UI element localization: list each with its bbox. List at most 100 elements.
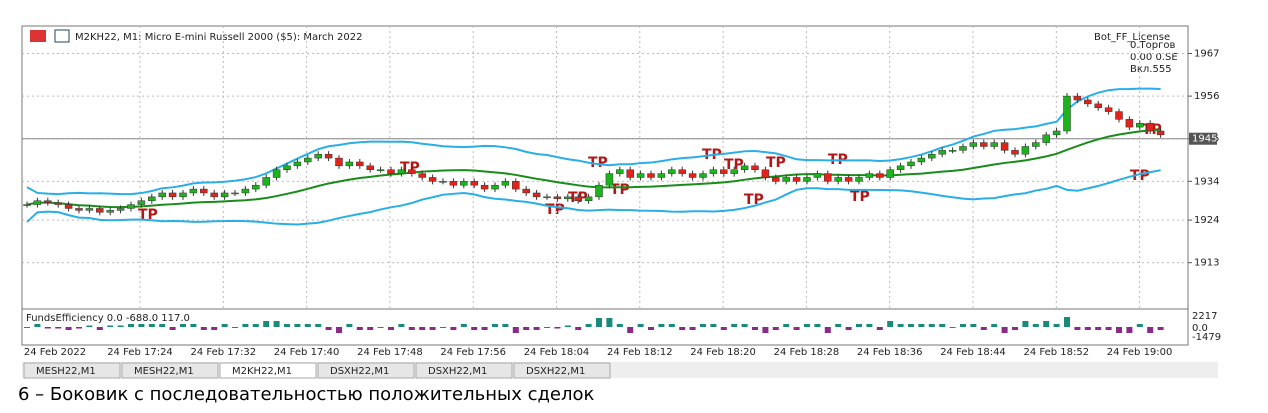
indicator-bar — [928, 324, 935, 327]
tab-label[interactable]: M2KH22,M1 — [232, 366, 292, 377]
x-tick-label: 24 Feb 17:24 — [107, 347, 173, 358]
indicator-tick: 2217 — [1192, 311, 1217, 322]
candle — [636, 173, 645, 178]
indicator-bar — [294, 324, 301, 327]
indicator-bar — [887, 321, 894, 327]
indicator-bar — [1147, 327, 1154, 333]
indicator-bar — [648, 327, 654, 330]
candle — [855, 177, 863, 182]
indicator-bar — [856, 324, 862, 327]
icon — [54, 29, 70, 43]
x-tick-label: 24 Feb 18:20 — [690, 347, 756, 358]
candle — [168, 192, 177, 198]
indicator-bar — [970, 324, 977, 327]
candle — [626, 169, 634, 178]
candle — [1032, 142, 1040, 147]
tp-label: TP — [588, 155, 608, 171]
tab[interactable] — [219, 362, 317, 379]
candle — [824, 173, 832, 182]
candle — [740, 165, 749, 170]
candle — [688, 173, 697, 178]
indicator-bar — [408, 327, 415, 330]
indicator-bar — [252, 324, 259, 327]
indicator-bar — [804, 324, 810, 327]
candle — [439, 181, 447, 183]
candle — [200, 188, 208, 194]
candle — [647, 173, 655, 178]
candle — [1094, 103, 1102, 108]
candle — [210, 192, 218, 198]
tab-label[interactable]: DSXH22,M1 — [330, 366, 389, 377]
indicator-bar — [325, 327, 332, 330]
candle — [574, 196, 582, 201]
candle — [668, 169, 676, 174]
candle — [584, 196, 593, 201]
tab-label[interactable]: DSXH22,M1 — [526, 366, 585, 377]
y-tick-label: 1967 — [1194, 49, 1219, 60]
candle — [928, 153, 936, 159]
candle — [220, 192, 229, 198]
candle — [678, 169, 686, 174]
x-tick-label: 24 Feb 17:40 — [274, 347, 340, 358]
candle — [283, 165, 291, 170]
indicator-bar — [263, 321, 270, 327]
indicator-bar — [346, 324, 353, 327]
indicator-bar — [502, 324, 509, 327]
indicator-bar — [835, 324, 842, 327]
candle — [44, 200, 52, 203]
candle — [158, 192, 166, 198]
candle — [189, 188, 198, 194]
indicator-bar — [1095, 327, 1102, 330]
indicator-bar — [658, 324, 665, 327]
candle — [75, 208, 83, 211]
tab[interactable] — [121, 362, 219, 379]
candle — [1156, 130, 1165, 136]
indicator-bar — [772, 327, 779, 330]
indicator-bar — [991, 324, 998, 327]
indicator-bar — [824, 327, 831, 333]
candle — [616, 169, 624, 174]
tab-label[interactable]: DSXH22,M1 — [428, 366, 487, 377]
candle — [1021, 146, 1030, 155]
indicator-bar — [814, 324, 821, 327]
tab[interactable] — [513, 362, 611, 379]
y-tick-label: 1913 — [1194, 258, 1219, 269]
tab-label[interactable]: MESH22,M1 — [36, 366, 96, 377]
indicator-bar — [211, 327, 218, 330]
tab[interactable] — [23, 362, 121, 379]
indicator-bar — [429, 327, 436, 330]
indicator-bar — [1022, 321, 1029, 327]
indicator-bar — [1126, 327, 1133, 333]
tab-label[interactable]: MESH22,M1 — [134, 366, 194, 377]
y-tick-label: 1924 — [1194, 215, 1219, 226]
x-tick-label: 24 Feb 18:44 — [940, 347, 1006, 358]
indicator-label: FundsEfficiency 0.0 -688.0 117.0 — [26, 313, 190, 324]
license: Bot_FF_License — [1094, 32, 1170, 43]
candle — [85, 208, 94, 211]
y-tick-label: 1956 — [1194, 91, 1219, 102]
indicator-bar — [596, 318, 602, 327]
candle — [127, 204, 135, 209]
indicator-bar — [793, 327, 800, 330]
indicator-bar — [762, 327, 769, 333]
candle — [1125, 119, 1134, 128]
indicator-tick: -1479 — [1192, 332, 1221, 343]
indicator-bar — [148, 324, 155, 327]
tab[interactable] — [317, 362, 415, 379]
indicator-bar — [918, 324, 925, 327]
indicator-bar — [554, 327, 561, 329]
candle — [470, 181, 478, 186]
tp-label: TP — [766, 155, 786, 171]
candle — [335, 157, 343, 167]
tab[interactable] — [415, 362, 513, 379]
indicator-bar — [128, 324, 134, 327]
candle — [709, 169, 718, 174]
indicator-bar — [1084, 327, 1091, 330]
candle — [938, 150, 946, 155]
x-tick-label: 24 Feb 18:52 — [1023, 347, 1089, 358]
candle — [304, 157, 312, 163]
panel-line: 0.Торгов — [1130, 40, 1175, 51]
candle — [491, 184, 499, 190]
indicator-bar — [138, 324, 145, 327]
candle — [293, 161, 302, 167]
